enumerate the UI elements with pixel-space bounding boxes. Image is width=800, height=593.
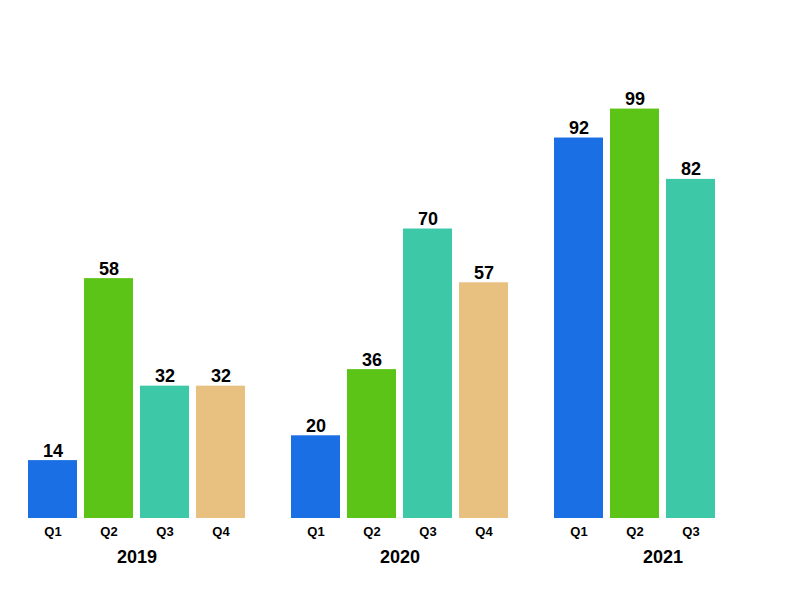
svg-text:Q1: Q1 xyxy=(307,524,324,539)
svg-text:58: 58 xyxy=(99,259,119,279)
svg-text:32: 32 xyxy=(211,366,231,386)
svg-text:Q3: Q3 xyxy=(156,524,173,539)
svg-text:Q1: Q1 xyxy=(44,524,61,539)
svg-text:Q2: Q2 xyxy=(363,524,380,539)
svg-text:2019: 2019 xyxy=(117,547,157,567)
svg-text:Q3: Q3 xyxy=(682,524,699,539)
svg-text:2020: 2020 xyxy=(380,547,420,567)
svg-text:36: 36 xyxy=(362,350,382,370)
svg-text:Q4: Q4 xyxy=(212,524,230,539)
svg-text:92: 92 xyxy=(569,118,589,138)
svg-text:Q4: Q4 xyxy=(475,524,493,539)
svg-text:99: 99 xyxy=(625,89,645,109)
svg-text:32: 32 xyxy=(155,366,175,386)
svg-text:Q3: Q3 xyxy=(419,524,436,539)
svg-text:14: 14 xyxy=(43,441,63,461)
svg-text:70: 70 xyxy=(418,209,438,229)
svg-text:57: 57 xyxy=(474,263,494,283)
svg-text:Q1: Q1 xyxy=(570,524,587,539)
svg-text:2021: 2021 xyxy=(643,547,683,567)
svg-text:Q2: Q2 xyxy=(626,524,643,539)
svg-text:Q2: Q2 xyxy=(100,524,117,539)
svg-text:82: 82 xyxy=(681,159,701,179)
svg-text:20: 20 xyxy=(306,416,326,436)
